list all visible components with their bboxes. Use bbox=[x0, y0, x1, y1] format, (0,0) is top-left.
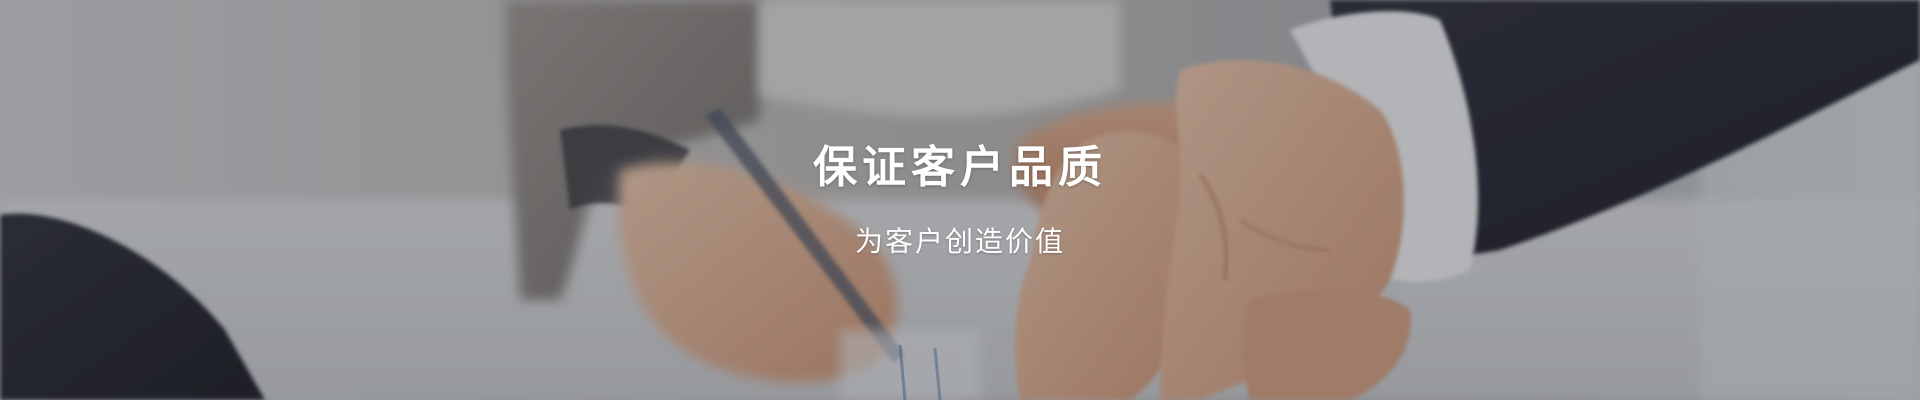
banner-subtitle: 为客户创造价值 bbox=[854, 225, 1065, 258]
banner-title: 保证客户品质 bbox=[813, 142, 1107, 193]
